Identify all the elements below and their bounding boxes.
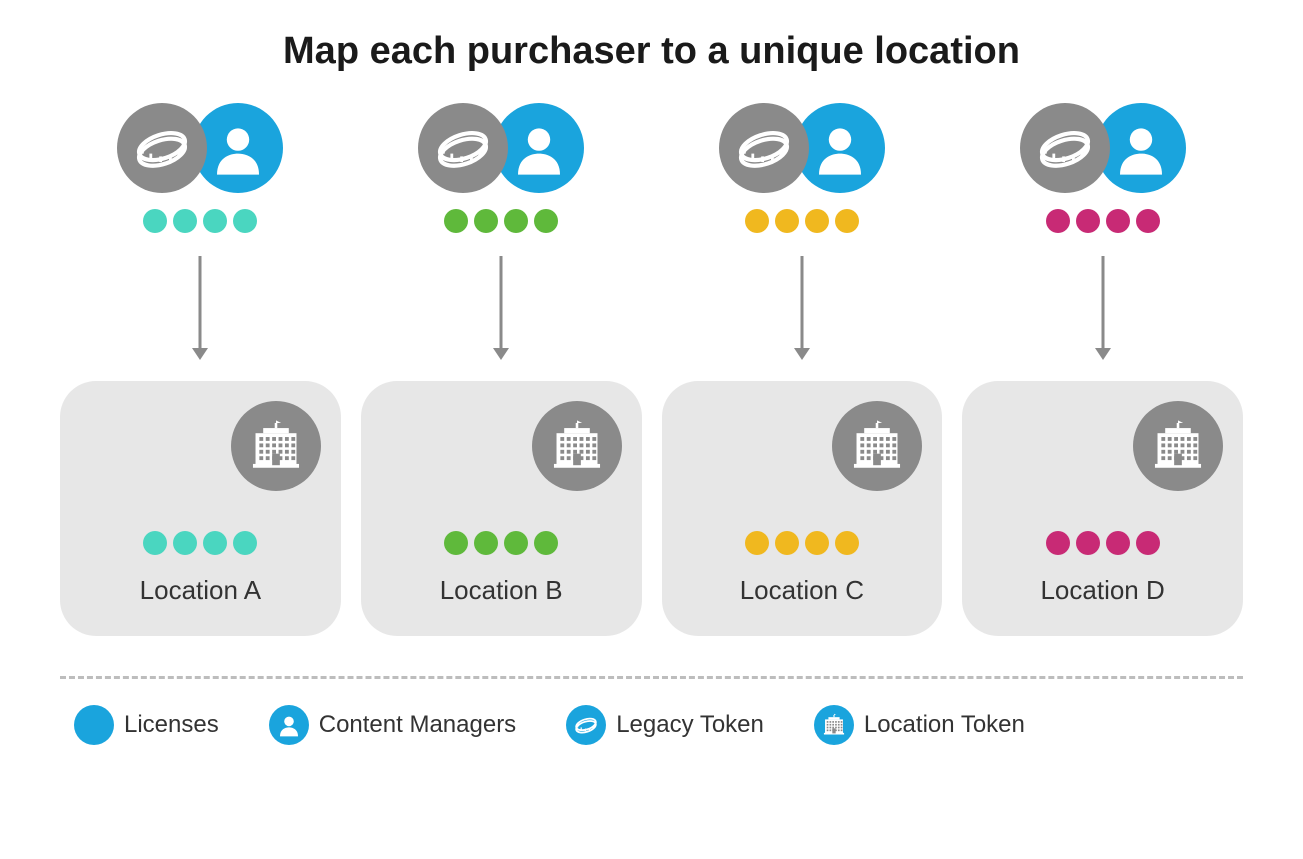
- license-dot: [173, 209, 197, 233]
- location-label: Location B: [440, 575, 563, 606]
- license-dot: [1136, 531, 1160, 555]
- location-card: Location D: [962, 381, 1243, 636]
- license-dots-top: [143, 209, 257, 233]
- license-dot: [835, 209, 859, 233]
- legend: Licenses Content Managers Legacy Token L…: [60, 705, 1243, 745]
- purchaser-badges: [117, 103, 283, 193]
- license-dot: [203, 531, 227, 555]
- license-dot: [1046, 209, 1070, 233]
- license-dot: [1136, 209, 1160, 233]
- legend-item: Content Managers: [269, 705, 516, 745]
- legend-item: Legacy Token: [566, 705, 764, 745]
- license-dot: [203, 209, 227, 233]
- legend-label: Location Token: [864, 711, 1025, 739]
- license-dots-card: [1046, 531, 1160, 555]
- purchaser-column: Location A: [60, 103, 341, 636]
- license-dot: [775, 531, 799, 555]
- location-token-icon: [532, 401, 622, 491]
- license-dot: [474, 209, 498, 233]
- license-dot: [745, 209, 769, 233]
- license-dot: [233, 531, 257, 555]
- license-dot: [775, 209, 799, 233]
- legend-label: Legacy Token: [616, 711, 764, 739]
- license-dot: [534, 531, 558, 555]
- license-dots-top: [444, 209, 558, 233]
- license-dots-top: [1046, 209, 1160, 233]
- legacy-token-icon: [418, 103, 508, 193]
- location-token-icon: [832, 401, 922, 491]
- license-dots-top: [745, 209, 859, 233]
- license-dot: [534, 209, 558, 233]
- location-label: Location A: [140, 575, 261, 606]
- license-dot: [504, 531, 528, 555]
- license-dot: [1076, 209, 1100, 233]
- legacy-token-icon: [1020, 103, 1110, 193]
- purchaser-badges: [1020, 103, 1186, 193]
- license-dot: [143, 209, 167, 233]
- license-dot: [805, 531, 829, 555]
- license-dot: [745, 531, 769, 555]
- location-label: Location C: [740, 575, 864, 606]
- license-dot: [444, 209, 468, 233]
- purchaser-columns: Location A Locatio: [60, 103, 1243, 636]
- legend-item: Location Token: [814, 705, 1025, 745]
- location-label: Location D: [1040, 575, 1164, 606]
- mapping-arrow: [1093, 247, 1113, 367]
- license-dot: [1106, 531, 1130, 555]
- license-dot: [1046, 531, 1070, 555]
- mapping-arrow: [491, 247, 511, 367]
- license-dot: [835, 531, 859, 555]
- license-dot: [474, 531, 498, 555]
- location-card: Location A: [60, 381, 341, 636]
- license-dots-card: [745, 531, 859, 555]
- purchaser-column: Location D: [962, 103, 1243, 636]
- location-card: Location B: [361, 381, 642, 636]
- license-dot: [173, 531, 197, 555]
- legend-solid-icon: [74, 705, 114, 745]
- mapping-arrow: [190, 247, 210, 367]
- legend-coin-icon: [566, 705, 606, 745]
- purchaser-column: Location C: [662, 103, 943, 636]
- license-dots-card: [444, 531, 558, 555]
- purchaser-badges: [418, 103, 584, 193]
- purchaser-badges: [719, 103, 885, 193]
- license-dot: [1076, 531, 1100, 555]
- diagram-title: Map each purchaser to a unique location: [60, 30, 1243, 73]
- license-dot: [444, 531, 468, 555]
- section-divider: [60, 676, 1243, 679]
- license-dots-card: [143, 531, 257, 555]
- license-dot: [233, 209, 257, 233]
- legend-label: Licenses: [124, 711, 219, 739]
- legend-person-icon: [269, 705, 309, 745]
- legend-label: Content Managers: [319, 711, 516, 739]
- license-dot: [805, 209, 829, 233]
- location-token-icon: [1133, 401, 1223, 491]
- mapping-arrow: [792, 247, 812, 367]
- license-dot: [504, 209, 528, 233]
- license-dot: [1106, 209, 1130, 233]
- location-token-icon: [231, 401, 321, 491]
- purchaser-column: Location B: [361, 103, 642, 636]
- location-card: Location C: [662, 381, 943, 636]
- license-dot: [143, 531, 167, 555]
- legacy-token-icon: [719, 103, 809, 193]
- legend-item: Licenses: [74, 705, 219, 745]
- legend-building-icon: [814, 705, 854, 745]
- legacy-token-icon: [117, 103, 207, 193]
